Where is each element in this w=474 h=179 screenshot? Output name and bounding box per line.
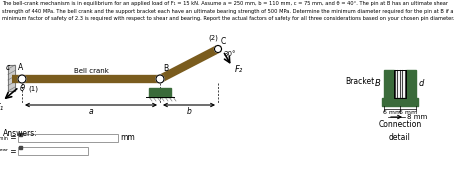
Text: dₘᵢₙ =: dₘᵢₙ = [0, 134, 17, 142]
Text: 6 mm: 6 mm [383, 110, 401, 115]
Text: A: A [18, 63, 24, 72]
Bar [149, 88, 171, 97]
Text: 30°: 30° [223, 51, 236, 57]
Text: C: C [221, 37, 226, 46]
Circle shape [156, 75, 164, 83]
Text: b: b [187, 107, 191, 116]
Text: Answers:: Answers: [3, 129, 38, 138]
Text: a: a [89, 107, 93, 116]
Circle shape [215, 45, 221, 52]
Bar [19, 146, 22, 149]
Bar [384, 70, 394, 98]
Text: F₁: F₁ [0, 103, 4, 112]
Text: (1): (1) [28, 86, 38, 93]
Text: (2): (2) [208, 35, 218, 41]
Text: θ: θ [20, 84, 25, 93]
Text: The bell-crank mechanism is in equilibrium for an applied load of F₁ = 15 kN. As: The bell-crank mechanism is in equilibri… [2, 1, 448, 6]
Text: mm: mm [120, 134, 135, 142]
Bar [8, 65, 15, 91]
Text: 8 mm: 8 mm [407, 114, 427, 120]
Text: Connection
detail: Connection detail [378, 120, 422, 142]
Text: Bell crank: Bell crank [73, 68, 109, 74]
Bar [394, 70, 406, 98]
Bar [18, 147, 88, 155]
Bar [19, 133, 22, 136]
Text: F₂: F₂ [235, 65, 243, 74]
Bar [18, 134, 118, 142]
Bar [8, 65, 15, 91]
Text: c: c [6, 63, 10, 72]
Text: FSₛʰᵉᵃʳ =: FSₛʰᵉᵃʳ = [0, 146, 17, 156]
Bar [406, 70, 416, 98]
Text: B: B [163, 64, 168, 73]
Text: minimum factor of safety of 2.3 is required with respect to shear and bearing. R: minimum factor of safety of 2.3 is requi… [2, 16, 455, 21]
Text: 6 mm: 6 mm [399, 110, 417, 115]
Bar [382, 98, 418, 106]
Text: B: B [375, 79, 381, 88]
Circle shape [18, 75, 26, 83]
Text: d: d [419, 79, 424, 88]
Text: Bracket: Bracket [345, 76, 374, 86]
Text: strength of 440 MPa. The bell crank and the support bracket each have an ultimat: strength of 440 MPa. The bell crank and … [2, 8, 454, 13]
